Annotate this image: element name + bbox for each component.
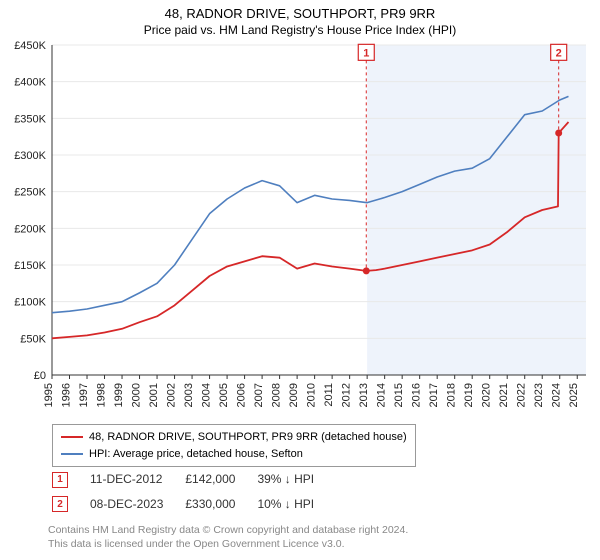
x-tick-label: 2025 bbox=[568, 383, 580, 407]
x-tick-label: 2008 bbox=[271, 383, 283, 407]
y-tick-label: £100K bbox=[14, 297, 46, 309]
chart-title-line2: Price paid vs. HM Land Registry's House … bbox=[0, 23, 600, 41]
legend-swatch-property bbox=[61, 436, 83, 438]
x-tick-label: 1995 bbox=[43, 383, 55, 407]
footer-attribution: Contains HM Land Registry data © Crown c… bbox=[48, 524, 408, 551]
x-tick-label: 2001 bbox=[148, 383, 160, 407]
chart-legend: 48, RADNOR DRIVE, SOUTHPORT, PR9 9RR (de… bbox=[52, 424, 416, 467]
x-tick-label: 1999 bbox=[113, 383, 125, 407]
x-tick-label: 2003 bbox=[183, 383, 195, 407]
x-tick-label: 2012 bbox=[341, 383, 353, 407]
x-tick-label: 1997 bbox=[78, 383, 90, 407]
x-tick-label: 2019 bbox=[463, 383, 475, 407]
x-tick-label: 2013 bbox=[358, 383, 370, 407]
sale-marker-dot-1 bbox=[363, 267, 370, 274]
y-tick-label: £300K bbox=[14, 150, 46, 162]
legend-row-property: 48, RADNOR DRIVE, SOUTHPORT, PR9 9RR (de… bbox=[61, 429, 407, 446]
sales-row-2: 2 08-DEC-2023£330,00010% ↓ HPI bbox=[42, 493, 324, 516]
sales-row-delta-2: 10% ↓ HPI bbox=[247, 493, 324, 516]
sale-marker-num-1: 1 bbox=[363, 47, 369, 59]
sales-table: 1 11-DEC-2012£142,00039% ↓ HPI 2 08-DEC-202… bbox=[40, 466, 326, 517]
x-tick-label: 2000 bbox=[131, 383, 143, 407]
sales-row-1: 1 11-DEC-2012£142,00039% ↓ HPI bbox=[42, 468, 324, 491]
sales-row-price-2: £330,000 bbox=[175, 493, 245, 516]
legend-label-property: 48, RADNOR DRIVE, SOUTHPORT, PR9 9RR (de… bbox=[89, 429, 407, 446]
y-tick-label: £50K bbox=[20, 333, 46, 345]
y-tick-label: £450K bbox=[14, 41, 46, 52]
sales-row-marker-1: 1 bbox=[52, 472, 68, 488]
x-tick-label: 2022 bbox=[516, 383, 528, 407]
sales-row-date-2: 08-DEC-2023 bbox=[80, 493, 173, 516]
sales-row-marker-2: 2 bbox=[52, 496, 68, 512]
x-tick-label: 2014 bbox=[376, 383, 388, 407]
x-tick-label: 2023 bbox=[533, 383, 545, 407]
legend-row-hpi: HPI: Average price, detached house, Seft… bbox=[61, 446, 407, 463]
x-tick-label: 2017 bbox=[428, 383, 440, 407]
x-tick-label: 2021 bbox=[498, 383, 510, 407]
sale-marker-dot-2 bbox=[555, 129, 562, 136]
sales-row-price-1: £142,000 bbox=[175, 468, 245, 491]
x-tick-label: 2005 bbox=[218, 383, 230, 407]
x-tick-label: 2018 bbox=[446, 383, 458, 407]
sale-marker-num-2: 2 bbox=[556, 47, 562, 59]
x-tick-label: 2020 bbox=[481, 383, 493, 407]
x-tick-label: 2006 bbox=[236, 383, 248, 407]
legend-label-hpi: HPI: Average price, detached house, Seft… bbox=[89, 446, 303, 463]
x-tick-label: 2002 bbox=[166, 383, 178, 407]
projection-shade bbox=[367, 45, 586, 375]
x-tick-label: 2004 bbox=[201, 383, 213, 407]
x-tick-label: 1998 bbox=[96, 383, 108, 407]
x-tick-label: 2015 bbox=[393, 383, 405, 407]
y-tick-label: £400K bbox=[14, 77, 46, 89]
footer-line2: This data is licensed under the Open Gov… bbox=[48, 538, 408, 552]
price-chart: £0 £50K £100K £150K £200K £250K £300K £350K £400… bbox=[0, 41, 600, 421]
x-tick-label: 2010 bbox=[306, 383, 318, 407]
x-tick-label: 1996 bbox=[61, 383, 73, 407]
y-tick-label: £350K bbox=[14, 113, 46, 125]
footer-line1: Contains HM Land Registry data © Crown c… bbox=[48, 524, 408, 538]
x-tick-label: 2011 bbox=[323, 383, 335, 407]
chart-title-line1: 48, RADNOR DRIVE, SOUTHPORT, PR9 9RR bbox=[0, 0, 600, 23]
y-tick-label: £150K bbox=[14, 260, 46, 272]
y-tick-label: £250K bbox=[14, 187, 46, 199]
legend-swatch-hpi bbox=[61, 453, 83, 455]
x-tick-label: 2007 bbox=[253, 383, 265, 407]
sales-row-date-1: 11-DEC-2012 bbox=[80, 468, 173, 491]
y-tick-label: £200K bbox=[14, 223, 46, 235]
x-tick-label: 2024 bbox=[551, 383, 563, 407]
x-tick-label: 2009 bbox=[288, 383, 300, 407]
y-tick-label: £0 bbox=[34, 370, 46, 382]
x-tick-label: 2016 bbox=[411, 383, 423, 407]
sales-row-delta-1: 39% ↓ HPI bbox=[247, 468, 324, 491]
